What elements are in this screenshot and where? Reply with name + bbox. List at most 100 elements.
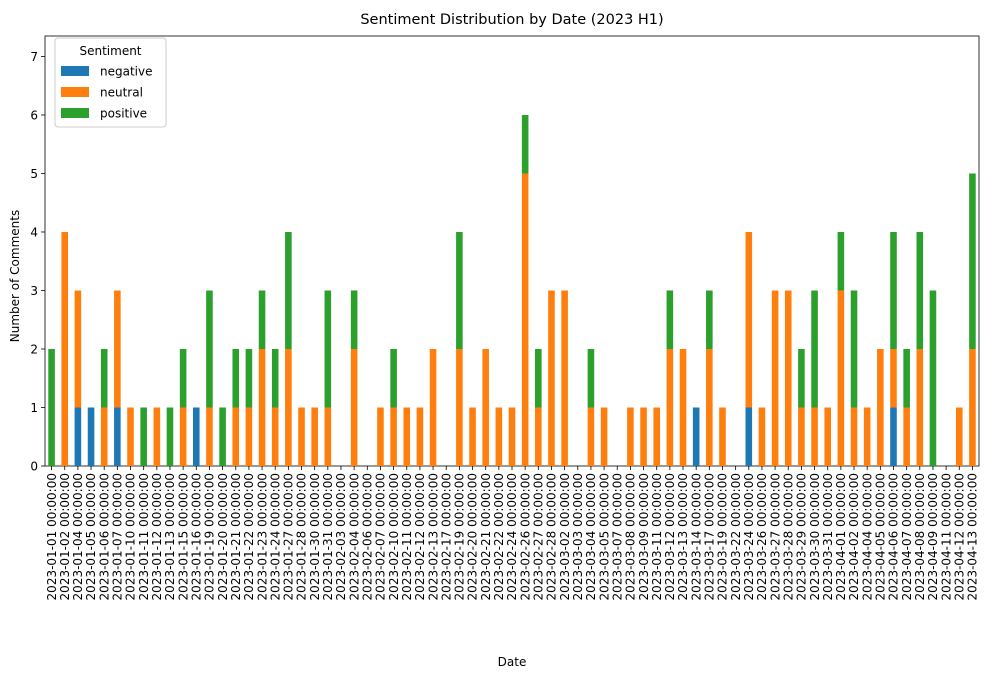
legend-swatch-neutral bbox=[61, 87, 89, 97]
y-tick-label: 6 bbox=[30, 108, 38, 122]
x-tick-label: 2023-03-08 00:00:00 bbox=[624, 473, 638, 600]
x-tick-label: 2023-04-07 00:00:00 bbox=[900, 473, 914, 600]
bars-group bbox=[48, 114, 976, 467]
bar-neutral bbox=[863, 407, 871, 466]
x-tick-label: 2023-04-06 00:00:00 bbox=[887, 473, 901, 600]
x-tick-label: 2023-02-28 00:00:00 bbox=[545, 473, 559, 600]
x-tick-label: 2023-03-12 00:00:00 bbox=[663, 473, 677, 600]
bar-neutral bbox=[600, 407, 608, 466]
bar-neutral bbox=[153, 407, 161, 466]
bar-neutral bbox=[706, 348, 713, 466]
bar-neutral bbox=[969, 348, 976, 466]
x-tick-label: 2023-03-05 00:00:00 bbox=[597, 473, 611, 600]
x-tick-label: 2023-03-27 00:00:00 bbox=[768, 473, 782, 600]
bar-neutral bbox=[745, 231, 753, 408]
x-tick-label: 2023-02-04 00:00:00 bbox=[347, 473, 361, 600]
x-tick-label: 2023-01-06 00:00:00 bbox=[97, 473, 111, 600]
bar-neutral bbox=[508, 407, 516, 466]
bar-neutral bbox=[798, 407, 805, 466]
bar-neutral bbox=[377, 407, 384, 466]
bar-negative bbox=[692, 407, 700, 466]
x-tick-label: 2023-02-07 00:00:00 bbox=[374, 473, 388, 600]
bar-positive bbox=[798, 348, 805, 408]
x-tick-label: 2023-03-30 00:00:00 bbox=[808, 473, 822, 600]
bar-neutral bbox=[666, 348, 674, 466]
x-axis-label: Date bbox=[498, 655, 527, 669]
x-tick-label: 2023-01-11 00:00:00 bbox=[137, 473, 151, 600]
x-tick-label: 2023-01-02 00:00:00 bbox=[58, 473, 72, 600]
bar-negative bbox=[114, 407, 121, 466]
x-tick-label: 2023-03-11 00:00:00 bbox=[650, 473, 664, 600]
bar-negative bbox=[87, 407, 95, 466]
bar-neutral bbox=[403, 407, 411, 466]
chart-title: Sentiment Distribution by Date (2023 H1) bbox=[360, 12, 663, 28]
bar-positive bbox=[100, 348, 108, 408]
y-tick-label: 1 bbox=[30, 401, 38, 415]
bar-negative bbox=[745, 407, 753, 466]
x-tick-label: 2023-03-22 00:00:00 bbox=[729, 473, 743, 600]
x-tick-label: 2023-04-09 00:00:00 bbox=[926, 473, 940, 600]
legend-swatch-positive bbox=[61, 108, 89, 118]
x-tick-label: 2023-02-06 00:00:00 bbox=[361, 473, 375, 600]
x-tick-label: 2023-01-07 00:00:00 bbox=[111, 473, 125, 600]
x-tick-label: 2023-02-24 00:00:00 bbox=[505, 473, 519, 600]
bar-neutral bbox=[206, 407, 213, 466]
x-tick-label: 2023-01-23 00:00:00 bbox=[255, 473, 269, 600]
x-tick-label: 2023-01-28 00:00:00 bbox=[295, 473, 309, 600]
bar-neutral bbox=[416, 407, 424, 466]
x-tick-label: 2023-01-30 00:00:00 bbox=[308, 473, 322, 600]
bar-positive bbox=[916, 231, 924, 349]
bar-neutral bbox=[890, 348, 897, 408]
x-tick-label: 2023-03-04 00:00:00 bbox=[584, 473, 598, 600]
bar-positive bbox=[969, 173, 976, 349]
x-tick-label: 2023-01-13 00:00:00 bbox=[163, 473, 177, 600]
x-tick-label: 2023-02-03 00:00:00 bbox=[334, 473, 348, 600]
bar-neutral bbox=[232, 407, 240, 466]
bar-neutral bbox=[640, 407, 647, 466]
bar-positive bbox=[350, 290, 358, 349]
bar-negative bbox=[890, 407, 897, 466]
bar-positive bbox=[324, 290, 332, 408]
x-tick-label: 2023-02-17 00:00:00 bbox=[439, 473, 453, 600]
bar-positive bbox=[390, 348, 397, 408]
bar-negative bbox=[74, 407, 82, 466]
x-tick-label: 2023-01-21 00:00:00 bbox=[229, 473, 243, 600]
bar-positive bbox=[166, 407, 174, 466]
legend: Sentiment negative neutral positive bbox=[54, 37, 167, 128]
bar-neutral bbox=[535, 407, 542, 466]
bar-neutral bbox=[548, 290, 555, 466]
x-tick-label: 2023-03-28 00:00:00 bbox=[781, 473, 795, 600]
bar-neutral bbox=[837, 290, 845, 466]
x-tick-label: 2023-03-03 00:00:00 bbox=[571, 473, 585, 600]
y-tick-label: 0 bbox=[30, 460, 38, 474]
legend-title: Sentiment bbox=[79, 44, 141, 58]
bar-positive bbox=[245, 348, 253, 408]
legend-swatch-negative bbox=[61, 66, 89, 76]
x-tick-label: 2023-02-13 00:00:00 bbox=[426, 473, 440, 600]
bar-positive bbox=[666, 290, 674, 349]
bar-neutral bbox=[456, 348, 463, 466]
x-tick-label: 2023-01-20 00:00:00 bbox=[216, 473, 230, 600]
bar-neutral bbox=[679, 348, 687, 466]
bar-neutral bbox=[719, 407, 726, 466]
bar-positive bbox=[811, 290, 818, 408]
bar-neutral bbox=[784, 290, 792, 466]
x-tick-label: 2023-04-12 00:00:00 bbox=[952, 473, 966, 600]
bar-neutral bbox=[311, 407, 318, 466]
bar-positive bbox=[285, 231, 292, 349]
x-tick-label: 2023-03-19 00:00:00 bbox=[716, 473, 730, 600]
x-tick-label: 2023-02-26 00:00:00 bbox=[518, 473, 532, 600]
bar-neutral bbox=[324, 407, 332, 466]
bar-neutral bbox=[653, 407, 660, 466]
x-tick-label: 2023-04-13 00:00:00 bbox=[966, 473, 980, 600]
bar-neutral bbox=[298, 407, 305, 466]
x-tick-label: 2023-02-12 00:00:00 bbox=[413, 473, 427, 600]
bar-neutral bbox=[955, 407, 963, 466]
x-tick-label: 2023-02-21 00:00:00 bbox=[479, 473, 493, 600]
bar-positive bbox=[890, 231, 897, 349]
bar-neutral bbox=[627, 407, 634, 466]
x-tick-label: 2023-01-04 00:00:00 bbox=[71, 473, 85, 600]
legend-label-neutral: neutral bbox=[100, 86, 143, 100]
y-tick-label: 5 bbox=[30, 167, 38, 181]
